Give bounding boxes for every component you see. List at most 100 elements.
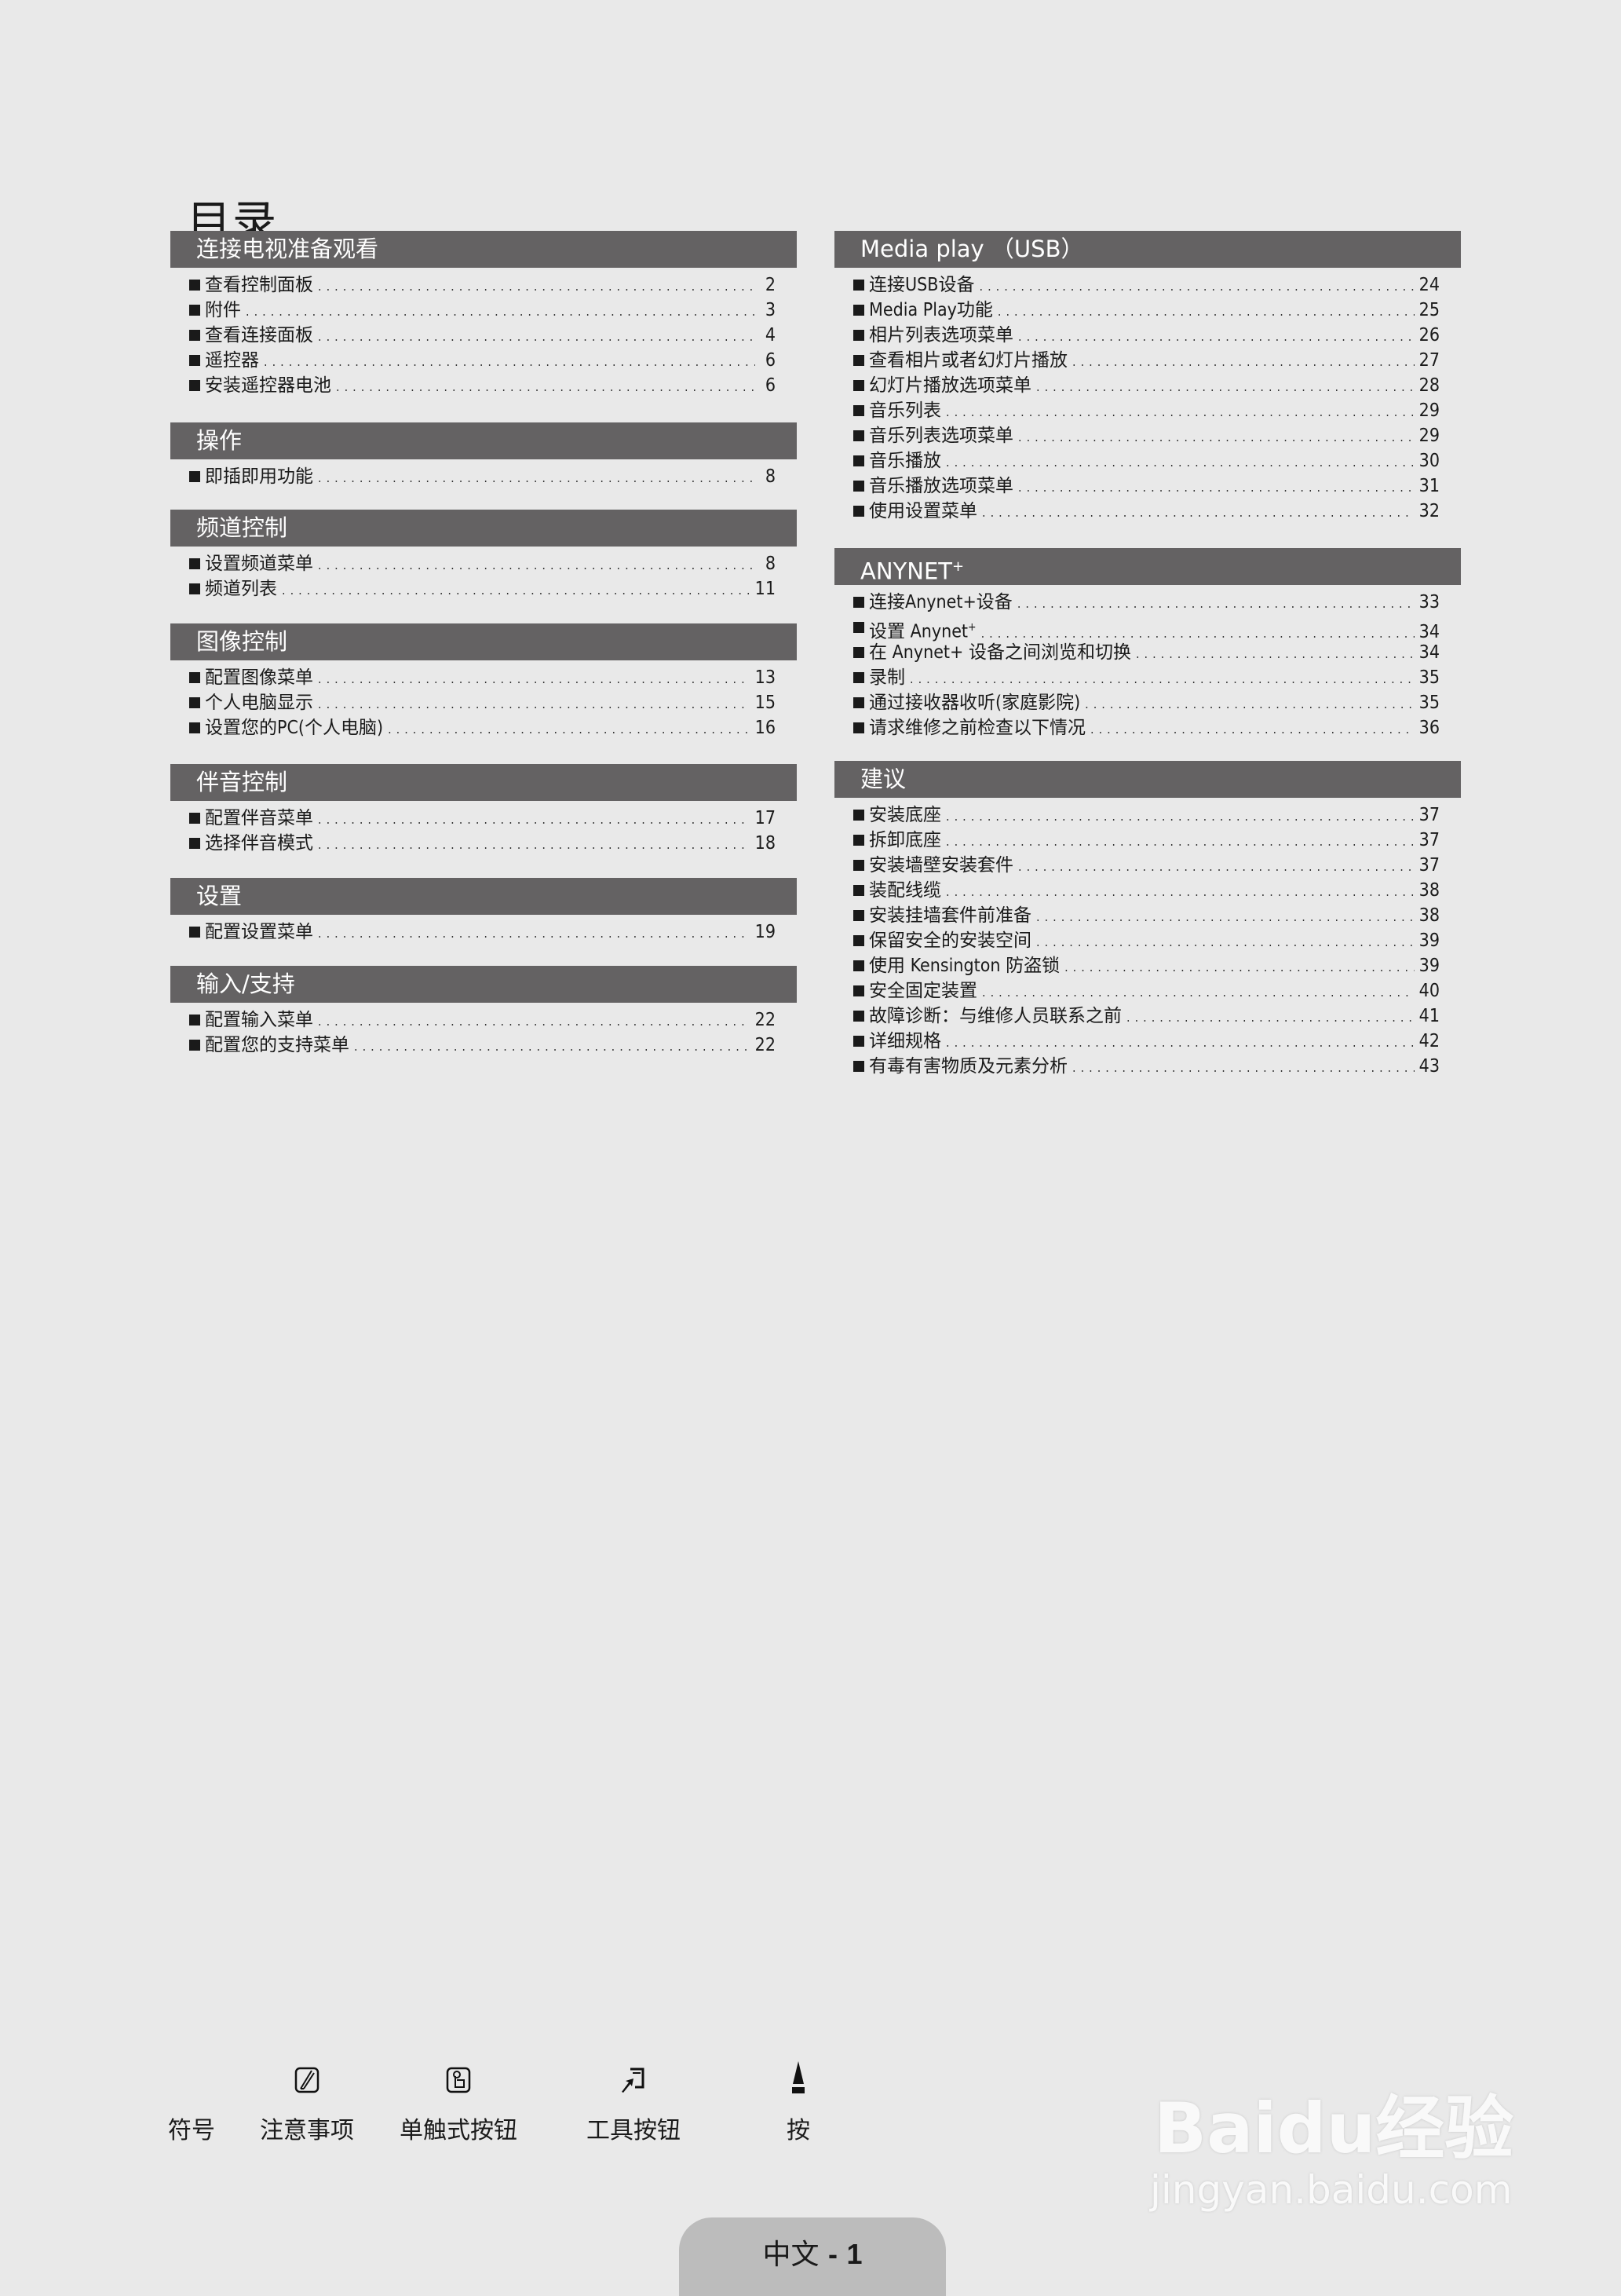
toc-entry-label: 配置您的支持菜单 — [205, 1035, 349, 1055]
bullet-icon — [853, 672, 864, 683]
section-header: 设置 — [170, 878, 797, 915]
toc-entry-page: 6 — [765, 375, 776, 396]
dot-leader — [946, 829, 1415, 854]
toc-entry[interactable]: 故障诊断：与维修人员联系之前 41 — [834, 1004, 1461, 1029]
toc-entry[interactable]: 设置 Anynet+ 34 — [834, 615, 1461, 642]
toc-entry[interactable]: 连接USB设备 24 — [834, 272, 1461, 298]
toc-entry[interactable]: 使用 Kensington 防盗锁 39 — [834, 953, 1461, 978]
section-header: 频道控制 — [170, 510, 797, 547]
bullet-icon — [853, 597, 864, 608]
section-header: 图像控制 — [170, 623, 797, 660]
toc-entry-page: 17 — [754, 808, 776, 828]
toc-section: 输入/支持 配置输入菜单 22 配置您的支持菜单 22 — [170, 966, 797, 1058]
bullet-icon — [853, 506, 864, 517]
toc-entry[interactable]: 查看控制面板 2 — [170, 272, 797, 298]
note-icon — [294, 2067, 319, 2093]
toc-entry-label: 使用设置菜单 — [869, 501, 977, 521]
toc-entry[interactable]: 查看连接面板 4 — [170, 323, 797, 348]
bullet-icon — [189, 697, 200, 708]
dot-leader — [1018, 475, 1415, 500]
toc-entry[interactable]: 配置伴音菜单 17 — [170, 806, 797, 831]
toc-entry[interactable]: 使用设置菜单 32 — [834, 499, 1461, 524]
toc-entry[interactable]: 安装挂墙套件前准备 38 — [834, 903, 1461, 928]
dot-leader — [910, 667, 1415, 692]
toc-entry-page: 36 — [1418, 718, 1440, 738]
toc-entry-label: 安装挂墙套件前准备 — [869, 905, 1031, 926]
toc-entry[interactable]: 幻灯片播放选项菜单 28 — [834, 373, 1461, 398]
toc-entry-label: 音乐列表 — [869, 400, 941, 421]
toc-entry-page: 35 — [1418, 693, 1440, 713]
toc-entry[interactable]: 配置输入菜单 22 — [170, 1007, 797, 1033]
toc-entry[interactable]: 通过接收器收听(家庭影院) 35 — [834, 690, 1461, 715]
toc-entry[interactable]: 安装遥控器电池 6 — [170, 373, 797, 398]
toc-entry-page: 4 — [765, 325, 776, 345]
toc-entry-page: 40 — [1418, 981, 1440, 1001]
dot-leader — [1072, 349, 1415, 375]
dot-leader — [982, 500, 1415, 525]
bullet-icon — [189, 838, 200, 849]
toc-section: 图像控制 配置图像菜单 13 个人电脑显示 15 设置您的PC(个人电脑) 16 — [170, 623, 797, 740]
toc-entry[interactable]: 装配线缆 38 — [834, 878, 1461, 903]
one-touch-button-label: 单触式按钮 — [400, 2117, 517, 2144]
toc-entry[interactable]: 音乐列表 29 — [834, 398, 1461, 423]
toc-entry-page: 38 — [1418, 880, 1440, 901]
toc-entry-page: 6 — [765, 350, 776, 371]
toc-entry[interactable]: 设置您的PC(个人电脑) 16 — [170, 715, 797, 740]
toc-entry-page: 30 — [1418, 451, 1440, 471]
toc-entry[interactable]: 拆卸底座 37 — [834, 828, 1461, 853]
toc-entry[interactable]: 连接Anynet+设备 33 — [834, 590, 1461, 615]
toc-entry[interactable]: 设置频道菜单 8 — [170, 551, 797, 576]
toc-entry-label: 拆卸底座 — [869, 830, 941, 850]
toc-entry[interactable]: 音乐列表选项菜单 29 — [834, 423, 1461, 448]
bullet-icon — [853, 722, 864, 733]
toc-entry-label: 故障诊断：与维修人员联系之前 — [869, 1006, 1122, 1026]
toc-entry-label: 有毒有害物质及元素分析 — [869, 1056, 1068, 1077]
toc-entry[interactable]: 配置您的支持菜单 22 — [170, 1033, 797, 1058]
toc-entry[interactable]: 配置图像菜单 13 — [170, 665, 797, 690]
page-language: 中文 — [762, 2239, 820, 2271]
toc-entry[interactable]: 安装墙壁安装套件 37 — [834, 853, 1461, 878]
dot-leader — [318, 466, 755, 491]
toc-entry[interactable]: 有毒有害物质及元素分析 43 — [834, 1054, 1461, 1079]
toc-entry-page: 37 — [1418, 855, 1440, 876]
toc-entry[interactable]: 遥控器 6 — [170, 348, 797, 373]
toc-entry[interactable]: 相片列表选项菜单 26 — [834, 323, 1461, 348]
toc-entry[interactable]: Media Play功能 25 — [834, 298, 1461, 323]
bullet-icon — [189, 813, 200, 824]
bullet-icon — [189, 558, 200, 569]
toc-entry[interactable]: 录制 35 — [834, 665, 1461, 690]
bullet-icon — [853, 455, 864, 466]
toc-entry[interactable]: 即插即用功能 8 — [170, 464, 797, 489]
dot-leader — [354, 1034, 750, 1059]
dot-leader — [282, 578, 750, 603]
toc-entry[interactable]: 请求维修之前检查以下情况 36 — [834, 715, 1461, 740]
bullet-icon — [853, 860, 864, 871]
section-title: 连接电视准备观看 — [196, 236, 379, 262]
toc-entry[interactable]: 音乐播放选项菜单 31 — [834, 473, 1461, 499]
toc-entry[interactable]: 保留安全的安装空间 39 — [834, 928, 1461, 953]
toc-entry[interactable]: 频道列表 11 — [170, 576, 797, 601]
toc-entry[interactable]: 配置设置菜单 19 — [170, 919, 797, 945]
dot-leader — [1064, 955, 1415, 980]
toc-entry-label: 详细规格 — [869, 1031, 941, 1051]
toc-entry[interactable]: 查看相片或者幻灯片播放 27 — [834, 348, 1461, 373]
toc-entry[interactable]: 音乐播放 30 — [834, 448, 1461, 473]
toc-entry-page: 33 — [1418, 592, 1440, 612]
toc-entry[interactable]: 个人电脑显示 15 — [170, 690, 797, 715]
dot-leader — [946, 804, 1415, 829]
toc-entry[interactable]: 安装底座 37 — [834, 803, 1461, 828]
toc-entry[interactable]: 安全固定装置 40 — [834, 978, 1461, 1004]
toc-entry-page: 31 — [1418, 476, 1440, 496]
toc-entry-page: 34 — [1418, 642, 1440, 663]
bullet-icon — [853, 305, 864, 316]
toc-entry[interactable]: 附件 3 — [170, 298, 797, 323]
section-title-superscript: + — [951, 558, 965, 575]
toc-entry[interactable]: 在 Anynet+ 设备之间浏览和切换 34 — [834, 640, 1461, 665]
toc-entry[interactable]: 选择伴音模式 18 — [170, 831, 797, 856]
dot-leader — [336, 375, 755, 400]
dot-leader — [318, 553, 755, 578]
bullet-icon — [853, 935, 864, 946]
section-title: 建议 — [860, 766, 907, 792]
toc-entry[interactable]: 详细规格 42 — [834, 1029, 1461, 1054]
dot-leader — [998, 299, 1415, 324]
